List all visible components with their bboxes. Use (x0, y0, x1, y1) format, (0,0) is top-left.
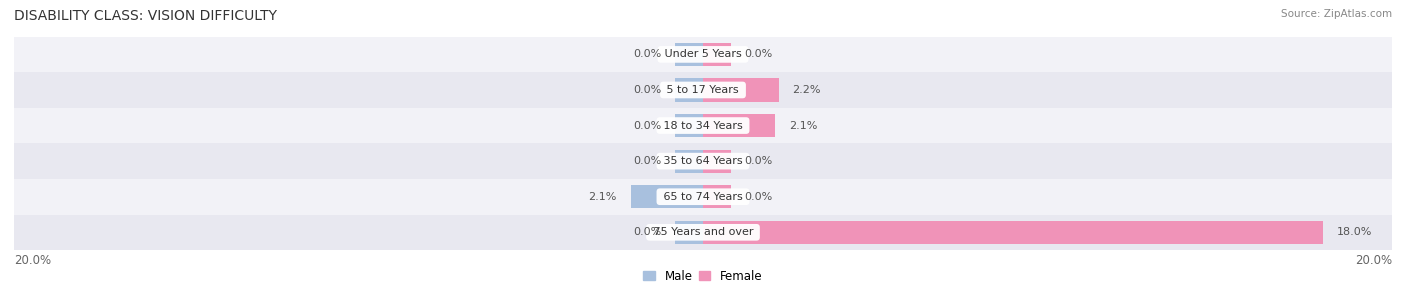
Text: 20.0%: 20.0% (1355, 254, 1392, 267)
Bar (703, 185, 731, 208)
Bar (14, 214, 1392, 250)
Text: 0.0%: 0.0% (634, 85, 662, 95)
Text: Source: ZipAtlas.com: Source: ZipAtlas.com (1281, 9, 1392, 19)
Bar (14, 179, 1392, 214)
Text: 0.0%: 0.0% (634, 156, 662, 166)
Bar (703, 149, 731, 173)
Text: 18.0%: 18.0% (1337, 227, 1372, 237)
Text: 0.0%: 0.0% (634, 49, 662, 59)
Bar (675, 43, 703, 66)
Bar (703, 114, 775, 137)
Text: 2.2%: 2.2% (793, 85, 821, 95)
Text: 0.0%: 0.0% (634, 227, 662, 237)
Bar (703, 43, 731, 66)
Text: 0.0%: 0.0% (634, 120, 662, 131)
Text: 18 to 34 Years: 18 to 34 Years (659, 120, 747, 131)
Bar (14, 143, 1392, 179)
Bar (703, 221, 1323, 244)
Bar (14, 37, 1392, 72)
Text: 5 to 17 Years: 5 to 17 Years (664, 85, 742, 95)
Bar (675, 221, 703, 244)
Text: 35 to 64 Years: 35 to 64 Years (659, 156, 747, 166)
Text: 0.0%: 0.0% (744, 156, 772, 166)
Bar (703, 78, 779, 102)
Bar (14, 72, 1392, 108)
Bar (631, 185, 703, 208)
Text: 2.1%: 2.1% (789, 120, 817, 131)
Text: 20.0%: 20.0% (14, 254, 51, 267)
Text: 75 Years and over: 75 Years and over (650, 227, 756, 237)
Bar (675, 149, 703, 173)
Text: 0.0%: 0.0% (744, 49, 772, 59)
Bar (675, 114, 703, 137)
Text: 2.1%: 2.1% (589, 192, 617, 202)
Text: DISABILITY CLASS: VISION DIFFICULTY: DISABILITY CLASS: VISION DIFFICULTY (14, 9, 277, 23)
Text: Under 5 Years: Under 5 Years (661, 49, 745, 59)
Text: 0.0%: 0.0% (744, 192, 772, 202)
Legend: Male, Female: Male, Female (644, 270, 762, 283)
Bar (14, 108, 1392, 143)
Bar (675, 78, 703, 102)
Text: 65 to 74 Years: 65 to 74 Years (659, 192, 747, 202)
